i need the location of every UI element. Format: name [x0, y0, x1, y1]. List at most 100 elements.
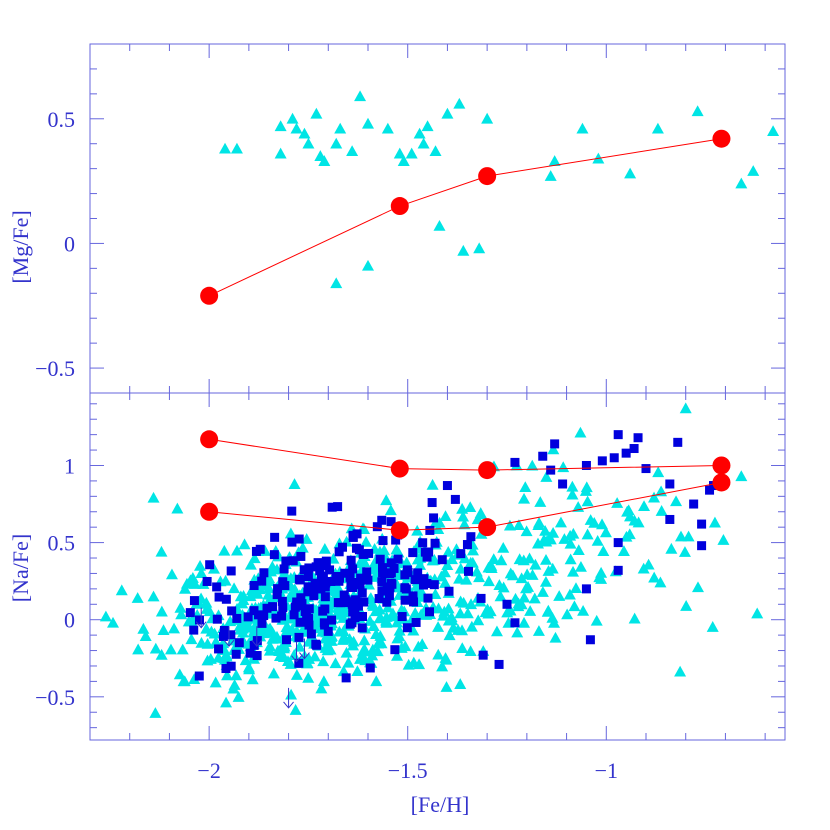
- square-point: [259, 610, 269, 620]
- triangle-point: [232, 691, 245, 702]
- square-point: [351, 543, 361, 553]
- triangle-point: [178, 675, 191, 687]
- triangle-point: [497, 541, 510, 553]
- triangle-point: [200, 596, 213, 608]
- triangle-point: [440, 681, 453, 692]
- square-point: [334, 547, 344, 557]
- triangle-point: [171, 502, 184, 514]
- triangle-point: [367, 620, 380, 631]
- triangle-point: [576, 122, 589, 134]
- triangle-point: [567, 565, 580, 577]
- triangle-point: [188, 578, 201, 589]
- triangle-point: [274, 120, 287, 132]
- square-point: [320, 592, 330, 602]
- upper-limit-arrowhead: [195, 621, 207, 629]
- triangle-point: [366, 649, 379, 661]
- triangle-point: [182, 615, 195, 627]
- triangle-point: [132, 643, 145, 655]
- triangle-point: [445, 553, 458, 565]
- triangle-point: [209, 676, 222, 688]
- upper-limit-arrowhead: [223, 639, 235, 647]
- square-point: [357, 623, 367, 633]
- square-point: [294, 574, 304, 584]
- square-point: [510, 618, 520, 628]
- triangle-point: [330, 277, 343, 289]
- square-point: [629, 444, 639, 454]
- square-point: [348, 530, 358, 540]
- square-point: [226, 566, 236, 576]
- square-point: [327, 615, 337, 625]
- triangle-point: [402, 658, 415, 670]
- square-point: [249, 640, 259, 650]
- mg-mean-point: [712, 129, 731, 148]
- triangle-point: [751, 607, 764, 619]
- triangle-point: [238, 538, 251, 550]
- mg-mean-point: [390, 197, 409, 216]
- triangle-point: [228, 679, 241, 690]
- triangle-point: [228, 582, 241, 594]
- triangle-point: [466, 556, 479, 568]
- square-point: [613, 538, 623, 548]
- triangle-point: [147, 590, 160, 602]
- square-point: [292, 597, 302, 607]
- triangle-point: [433, 219, 446, 231]
- triangle-point: [515, 598, 528, 610]
- square-point: [294, 534, 304, 544]
- triangle-point: [566, 480, 579, 492]
- triangle-point: [628, 514, 641, 526]
- triangle-point: [442, 546, 455, 557]
- triangle-point: [409, 607, 422, 618]
- triangle-point: [617, 545, 630, 556]
- y-axis-label-bottom: [Na/Fe]: [8, 534, 33, 602]
- triangle-point: [380, 615, 393, 627]
- bottom-y-tick-label: −0.5: [35, 685, 75, 710]
- square-point: [378, 568, 388, 578]
- triangle-point: [149, 707, 162, 718]
- triangle-point: [456, 642, 469, 654]
- triangle-point: [251, 587, 264, 599]
- triangle-point: [340, 646, 353, 658]
- square-point: [665, 479, 675, 489]
- square-point: [372, 522, 382, 532]
- triangle-point: [520, 525, 533, 537]
- triangle-point: [680, 600, 693, 611]
- triangle-point: [464, 501, 477, 513]
- x-tick-label: −1.5: [388, 758, 428, 783]
- triangle-point: [375, 637, 388, 649]
- triangle-point: [315, 682, 328, 694]
- triangle-point: [579, 485, 592, 496]
- triangle-point: [493, 579, 506, 590]
- triangle-point: [638, 500, 651, 512]
- triangle-point: [520, 582, 533, 594]
- triangle-point: [429, 145, 442, 156]
- triangle-point: [381, 122, 394, 134]
- triangle-point: [131, 592, 144, 603]
- square-point: [385, 569, 395, 579]
- square-point: [346, 555, 356, 565]
- square-point: [272, 590, 282, 600]
- triangle-point: [652, 466, 665, 478]
- square-point: [315, 566, 325, 576]
- triangle-point: [173, 668, 186, 680]
- square-point: [227, 606, 237, 616]
- square-point: [609, 453, 619, 463]
- square-point: [375, 554, 385, 564]
- x-axis-label: [Fe/H]: [411, 792, 470, 817]
- square-point: [251, 546, 261, 556]
- square-point: [347, 618, 357, 628]
- mg-mean-point: [478, 167, 497, 186]
- square-point: [231, 649, 241, 659]
- triangle-point: [553, 590, 566, 601]
- square-point: [288, 556, 298, 566]
- triangle-point: [674, 665, 687, 677]
- triangle-point: [436, 660, 449, 672]
- triangle-point: [717, 534, 730, 545]
- square-point: [444, 586, 454, 596]
- triangle-point: [137, 622, 150, 634]
- square-point: [425, 607, 435, 617]
- triangle-point: [284, 572, 297, 584]
- square-point: [427, 498, 437, 508]
- square-point: [189, 625, 199, 635]
- triangle-point: [454, 562, 467, 574]
- triangle-point: [441, 559, 454, 570]
